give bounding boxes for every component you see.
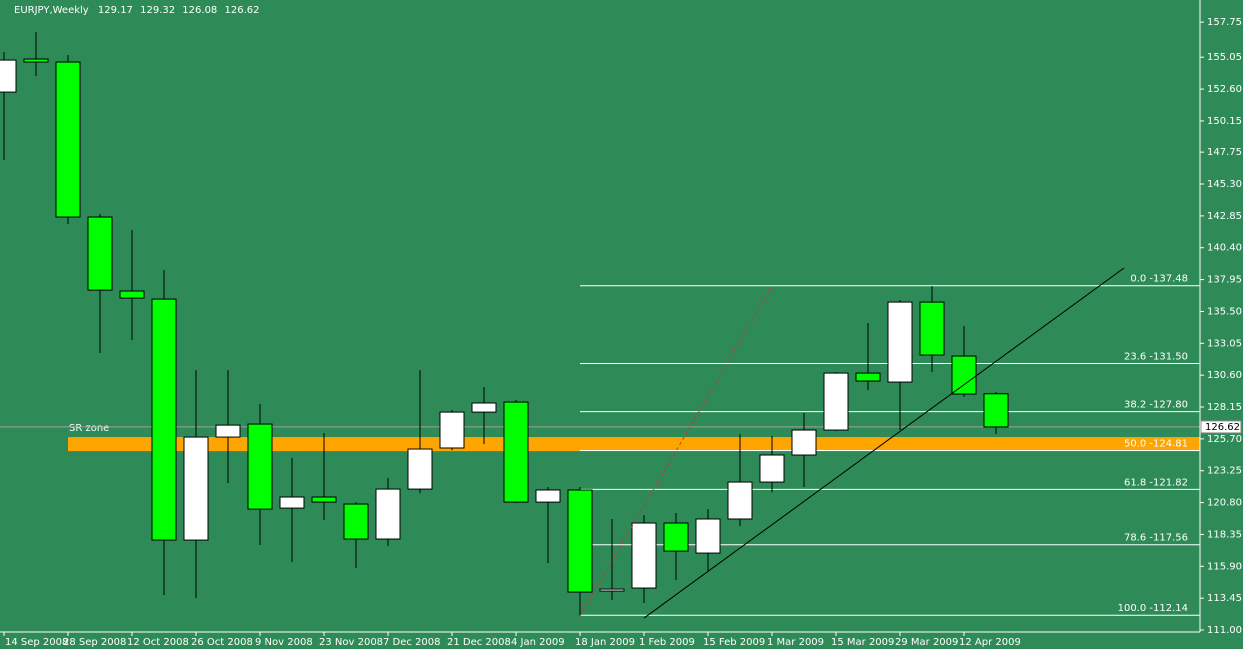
candle-body [823,372,849,431]
fib-label: 61.8 -121.82 [1124,477,1188,488]
candle-body [0,59,17,93]
x-tick-label: 28 Sep 2008 [63,637,126,648]
candle-body [791,429,817,456]
candle-body [535,489,561,503]
x-tick-label: 7 Dec 2008 [383,637,441,648]
candle-body [855,372,881,382]
y-tick-label: 152.60 [1207,84,1242,95]
axes: 111.00 113.45 115.90 118.35 120.80 123.25 125.… [3,17,1242,648]
candle-body [695,518,721,554]
candle-body [279,496,305,509]
y-tick-label: 133.05 [1207,338,1242,349]
candle-body [439,411,465,449]
candle-body [567,489,593,593]
y-tick-label: 150.15 [1207,116,1242,127]
candle-body [663,522,689,552]
fib-label: 100.0 -112.14 [1118,603,1188,614]
y-tick-label: 120.80 [1207,498,1242,509]
x-tick-label: 23 Nov 2008 [319,637,383,648]
y-tick-label: 140.40 [1207,243,1242,254]
candle-body [247,423,273,510]
y-tick-label: 157.75 [1207,17,1242,28]
y-tick-label: 145.30 [1207,179,1242,190]
candle-body [951,355,977,395]
y-tick-label: 113.45 [1207,593,1242,604]
candle-body [151,298,177,541]
fib-label: 23.6 -131.50 [1124,351,1188,362]
candle-body [215,424,241,438]
ohlc-open: 129.17 [98,5,133,16]
y-tick-label: 142.85 [1207,211,1242,222]
x-tick-label: 15 Feb 2009 [703,637,765,648]
y-tick-label: 155.05 [1207,52,1242,63]
candle-body [87,216,113,291]
price-label: 126.62 [1205,422,1240,433]
candle-body [727,481,753,520]
x-tick-label: 15 Mar 2009 [831,637,894,648]
fib-label: 38.2 -127.80 [1124,400,1188,411]
ohlc-high: 129.32 [140,5,175,16]
x-tick-label: 12 Oct 2008 [127,637,189,648]
candle-body [311,496,337,503]
x-tick-label: 4 Jan 2009 [511,637,565,648]
candle-body [407,448,433,490]
plot-area: SR zone 0.0 -137.48 23.6 -131.50 38.2 -127.… [0,31,1200,619]
x-tick-label: 21 Dec 2008 [447,637,511,648]
x-tick-label: 26 Oct 2008 [191,637,253,648]
candle-body [119,290,145,299]
y-tick-label: 128.15 [1207,402,1242,413]
y-tick-label: 137.95 [1207,275,1242,286]
x-tick-label: 12 Apr 2009 [959,637,1021,648]
y-tick-label: 147.75 [1207,147,1242,158]
candle-body [599,588,625,592]
ohlc-low: 126.08 [182,5,217,16]
y-tick-label: 115.90 [1207,561,1242,572]
price-label-box [1200,420,1242,434]
candle-body [471,402,497,413]
trendline [643,267,1125,619]
x-tick-label: 14 Sep 2008 [5,637,68,648]
sr-zone-label: SR zone [69,423,109,434]
y-tick-label: 130.60 [1207,370,1242,381]
x-tick-label: 29 Mar 2009 [895,637,958,648]
candle-body [55,61,81,218]
y-tick-label: 135.50 [1207,306,1242,317]
y-tick-label: 125.70 [1207,434,1242,445]
x-tick-label: 18 Jan 2009 [575,637,635,648]
ohlc-close: 126.62 [224,5,259,16]
chart-title: EURJPY,Weekly 129.17 129.32 126.08 126.6… [14,5,259,16]
y-tick-label: 123.25 [1207,466,1242,477]
x-tick-label: 1 Mar 2009 [767,637,824,648]
fib-label: 0.0 -137.48 [1130,274,1188,285]
sr-zone [68,437,1200,452]
candle-body [759,454,785,483]
candle-body [503,401,529,503]
symbol: EURJPY,Weekly [14,5,89,16]
candle-body [375,488,401,540]
candle-body [887,301,913,383]
candle-body [183,436,209,541]
fib-label: 78.6 -117.56 [1124,533,1188,544]
x-tick-label: 9 Nov 2008 [255,637,313,648]
candle-body [23,58,49,63]
candle-body [983,393,1009,428]
y-tick-label: 111.00 [1207,625,1242,636]
fib-label: 50.0 -124.81 [1124,438,1188,449]
y-tick-label: 118.35 [1207,529,1242,540]
candle-body [343,503,369,540]
candle-body [919,301,945,356]
candle-body [631,522,657,589]
x-tick-label: 1 Feb 2009 [639,637,695,648]
trendline [579,285,773,617]
